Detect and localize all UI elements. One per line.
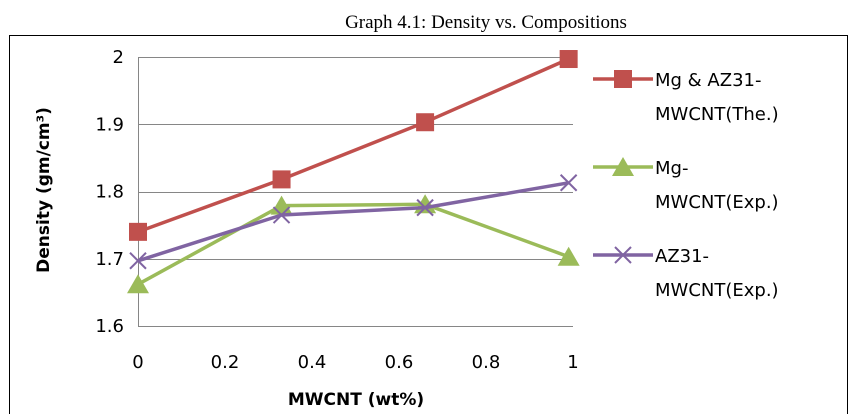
x-tick-label-0-2: 0.2 <box>211 352 240 373</box>
x-tick-label-1: 1 <box>567 352 578 373</box>
x-tick-labels: 0 0.2 0.4 0.6 0.8 1 <box>132 352 578 373</box>
series-line-mg-az31-mwcnt-the <box>137 57 570 234</box>
y-tick-label-2: 2 <box>113 47 124 68</box>
x-tick-label-0-8: 0.8 <box>472 352 501 373</box>
data-point-mg-az31-mwcnt-the-0 <box>129 222 147 241</box>
y-axis-title: Density (gm/cm³) <box>34 107 54 273</box>
x-axis-title: MWCNT (wt%) <box>288 390 424 410</box>
legend-label-mg-mwcnt-exp-line-0: Mg- <box>655 158 688 179</box>
data-point-az31-mwcnt-exp-1 <box>272 206 291 224</box>
legend-label-mg-az31-mwcnt-the-line-0: Mg & AZ31- <box>655 70 761 91</box>
series-layer <box>127 50 580 294</box>
y-tick-label-1-8: 1.8 <box>95 182 124 203</box>
series-mg-az31-mwcnt-the <box>129 50 578 241</box>
data-point-mg-az31-mwcnt-the-3 <box>559 50 578 69</box>
gridlines <box>138 57 573 260</box>
legend-marker-mg-mwcnt-exp <box>612 157 634 176</box>
data-point-az31-mwcnt-exp-2 <box>416 198 434 217</box>
legend-label-mg-mwcnt-exp-line-1: MWCNT(Exp.) <box>655 192 779 213</box>
legend-label-az31-mwcnt-exp-line-0: AZ31- <box>655 246 709 267</box>
y-tick-label-1-6: 1.6 <box>95 316 124 337</box>
legend-item-mg-mwcnt-exp: Mg- MWCNT(Exp.) <box>593 157 779 213</box>
legend-item-mg-az31-mwcnt-the: Mg & AZ31- MWCNT(The.) <box>593 70 779 125</box>
legend-label-az31-mwcnt-exp-line-1: MWCNT(Exp.) <box>655 280 779 301</box>
x-tick-label-0: 0 <box>132 352 143 373</box>
legend-marker-mg-az31-mwcnt-the <box>614 70 632 88</box>
series-line-az31-mwcnt-exp <box>137 181 569 263</box>
data-point-az31-mwcnt-exp-0 <box>129 252 147 270</box>
legend-item-az31-mwcnt-exp: AZ31- MWCNT(Exp.) <box>593 246 779 301</box>
legend: Mg & AZ31-MWCNT(The.)Mg-MWCNT(Exp.)AZ31-… <box>593 70 779 301</box>
y-tick-label-1-7: 1.7 <box>95 249 124 270</box>
x-tick-label-0-6: 0.6 <box>385 352 414 373</box>
series-line-mg-mwcnt-exp <box>137 202 570 286</box>
data-point-mg-az31-mwcnt-the-2 <box>416 113 435 132</box>
y-tick-labels: 1.6 1.7 1.8 1.9 2 <box>95 47 124 337</box>
data-point-mg-mwcnt-exp-3 <box>557 246 580 266</box>
legend-marker-az31-mwcnt-exp <box>614 246 632 264</box>
data-point-mg-mwcnt-exp-0 <box>127 274 149 294</box>
x-tick-label-0-4: 0.4 <box>298 352 327 373</box>
chart-title: Graph 4.1: Density vs. Compositions <box>345 12 627 33</box>
series-az31-mwcnt-exp <box>129 174 578 270</box>
data-point-az31-mwcnt-exp-3 <box>559 174 578 192</box>
y-tick-label-1-9: 1.9 <box>95 114 124 135</box>
data-point-mg-az31-mwcnt-the-1 <box>272 170 291 189</box>
legend-label-mg-az31-mwcnt-the-line-1: MWCNT(The.) <box>655 104 779 125</box>
